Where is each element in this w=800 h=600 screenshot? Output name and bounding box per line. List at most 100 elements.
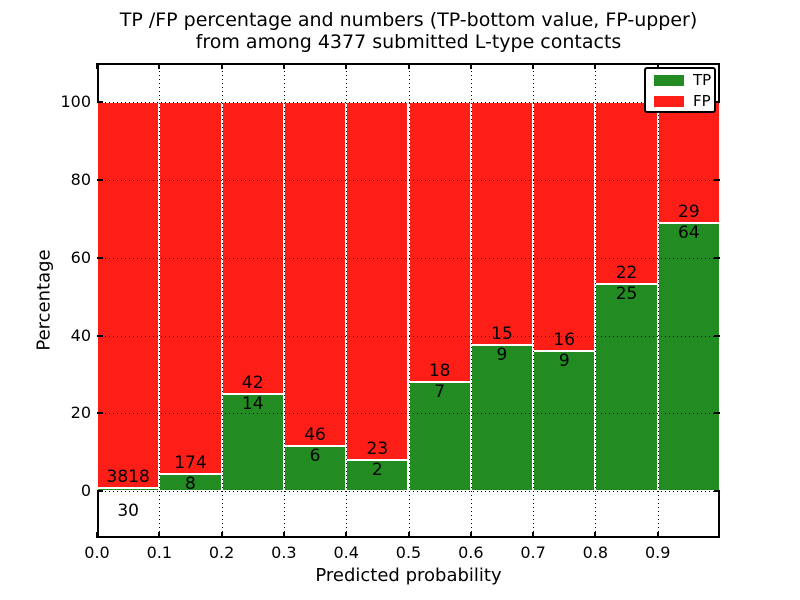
tp-count-label: 8 bbox=[185, 474, 196, 495]
chart-title-line2: from among 4377 submitted L-type contact… bbox=[195, 31, 622, 53]
fp-legend-swatch bbox=[654, 96, 684, 107]
v-gridline bbox=[408, 63, 410, 538]
tp-count-label: 9 bbox=[496, 345, 508, 366]
y-tick-mark bbox=[714, 100, 720, 103]
x-axis-label: Predicted probability bbox=[315, 565, 502, 586]
tp-count-label: 64 bbox=[678, 223, 700, 244]
y-tick-mark bbox=[714, 256, 720, 259]
y-tick-label: 40 bbox=[70, 325, 91, 345]
tp-legend-label: TP bbox=[693, 71, 712, 89]
x-tick-label: 0.6 bbox=[458, 543, 484, 562]
chart-title: TP /FP percentage and numbers (TP-bottom… bbox=[97, 9, 720, 53]
tp-count-label: 14 bbox=[241, 393, 264, 414]
fp-count-label: 29 bbox=[678, 202, 700, 223]
bar-segment-fp bbox=[97, 101, 160, 489]
bar-segment-fp bbox=[283, 101, 347, 447]
x-tick-mark bbox=[594, 532, 597, 538]
bar-segment-tp bbox=[97, 488, 160, 492]
bar-segment-tp bbox=[657, 223, 720, 492]
v-gridline bbox=[470, 63, 472, 538]
y-tick-mark bbox=[714, 412, 720, 415]
v-gridline bbox=[221, 63, 223, 538]
bar-segment-tp bbox=[221, 393, 284, 492]
y-tick-mark bbox=[714, 178, 720, 181]
x-tick-mark bbox=[407, 63, 410, 69]
tp-count-label: 7 bbox=[434, 382, 446, 403]
fp-count-label: 46 bbox=[304, 425, 326, 446]
bar-segment-tp bbox=[533, 351, 596, 492]
v-gridline bbox=[595, 63, 597, 538]
x-tick-mark bbox=[469, 532, 472, 538]
fp-legend-label: FP bbox=[693, 92, 711, 110]
x-tick-mark bbox=[532, 63, 535, 69]
v-gridline bbox=[533, 63, 535, 538]
fp-count-label: 3818 bbox=[106, 467, 150, 488]
x-tick-label: 0.8 bbox=[582, 543, 609, 562]
x-tick-label: 0.1 bbox=[146, 543, 173, 562]
tp-legend-swatch bbox=[654, 75, 684, 86]
tp-count-label: 2 bbox=[371, 460, 383, 481]
bar-segment-fp bbox=[533, 101, 596, 352]
y-tick-mark bbox=[714, 334, 720, 337]
x-tick-mark bbox=[158, 532, 161, 538]
y-tick-mark bbox=[97, 178, 103, 181]
tp-count-label: 9 bbox=[558, 351, 570, 372]
fp-count-label: 16 bbox=[553, 330, 576, 351]
v-gridline bbox=[159, 63, 161, 538]
x-tick-mark bbox=[345, 532, 348, 538]
x-tick-mark bbox=[594, 63, 597, 69]
fp-count-label: 23 bbox=[366, 439, 389, 460]
v-gridline bbox=[657, 63, 659, 538]
bar-segment-fp bbox=[470, 101, 534, 346]
y-tick-mark bbox=[97, 256, 103, 259]
legend-entry-fp: FP bbox=[646, 92, 714, 111]
tp-count-label: 30 bbox=[117, 501, 139, 522]
tp-count-label: 25 bbox=[615, 284, 638, 305]
x-tick-label: 0.4 bbox=[333, 543, 359, 562]
x-tick-label: 0.0 bbox=[84, 543, 110, 562]
x-tick-label: 0.2 bbox=[208, 543, 235, 562]
chart-title-line1: TP /FP percentage and numbers (TP-bottom… bbox=[119, 9, 698, 31]
y-tick-mark bbox=[97, 100, 103, 103]
bar-segment-fp bbox=[159, 101, 222, 475]
x-tick-mark bbox=[96, 63, 98, 69]
fp-count-label: 174 bbox=[174, 453, 207, 474]
bar-segment-tp bbox=[470, 345, 534, 492]
x-tick-mark bbox=[220, 63, 223, 69]
x-tick-label: 0.3 bbox=[271, 543, 297, 562]
y-tick-label: 20 bbox=[70, 403, 91, 423]
fp-count-label: 15 bbox=[491, 324, 513, 345]
legend-entry-tp: TP bbox=[646, 71, 714, 90]
v-gridline bbox=[283, 63, 285, 538]
x-tick-label: 0.7 bbox=[520, 543, 546, 562]
fp-count-label: 42 bbox=[241, 372, 264, 393]
bar-segment-tp bbox=[283, 446, 347, 492]
x-tick-mark bbox=[220, 532, 223, 538]
bar-segment-fp bbox=[408, 101, 471, 383]
y-tick-mark bbox=[714, 490, 720, 493]
x-tick-mark bbox=[282, 532, 285, 538]
v-gridline bbox=[346, 63, 348, 538]
plot-area: TP FP 3818 30 174 8 42 14 46 6 23 2 18 7 15 9 16 9 22 25 2… bbox=[96, 63, 720, 538]
y-tick-mark bbox=[97, 334, 103, 337]
tp-count-label: 6 bbox=[309, 446, 321, 467]
x-tick-mark bbox=[158, 63, 161, 69]
y-tick-label: 0 bbox=[80, 481, 91, 501]
x-tick-mark bbox=[96, 532, 98, 538]
x-tick-mark bbox=[469, 63, 472, 69]
x-tick-mark bbox=[532, 532, 535, 538]
y-tick-label: 80 bbox=[70, 169, 91, 189]
x-tick-mark bbox=[656, 532, 659, 538]
x-tick-mark bbox=[656, 63, 659, 69]
x-tick-mark bbox=[282, 63, 285, 69]
y-tick-label: 60 bbox=[70, 247, 91, 267]
y-tick-mark bbox=[97, 490, 103, 493]
bar-segment-fp bbox=[221, 101, 284, 394]
bar-segment-tp bbox=[595, 284, 658, 492]
x-tick-label: 0.9 bbox=[644, 543, 671, 562]
x-tick-label: 0.5 bbox=[395, 543, 422, 562]
bar-segment-fp bbox=[346, 101, 409, 461]
legend: TP FP bbox=[644, 67, 716, 113]
x-tick-mark bbox=[345, 63, 348, 69]
